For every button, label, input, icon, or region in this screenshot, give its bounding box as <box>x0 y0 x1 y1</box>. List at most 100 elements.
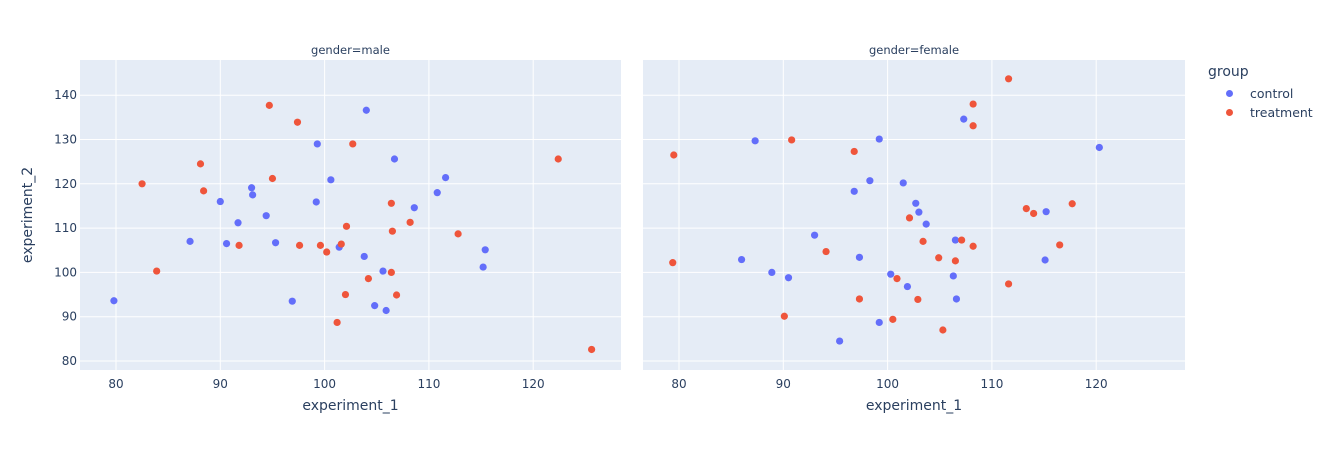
treatment-point[interactable] <box>669 259 677 267</box>
control-point[interactable] <box>249 191 257 199</box>
treatment-point[interactable] <box>822 247 830 256</box>
control-point[interactable] <box>441 173 450 182</box>
treatment-point[interactable] <box>333 318 341 327</box>
treatment-point[interactable] <box>387 199 395 207</box>
control-point[interactable] <box>288 297 296 305</box>
treatment-point[interactable] <box>1056 241 1064 249</box>
treatment-point[interactable] <box>1030 209 1038 218</box>
control-point[interactable] <box>1042 208 1050 216</box>
treatment-point[interactable] <box>951 257 959 265</box>
treatment-point[interactable] <box>235 241 243 249</box>
control-point[interactable] <box>327 176 335 184</box>
control-point[interactable] <box>216 197 224 206</box>
control-point[interactable] <box>875 135 883 143</box>
control-point[interactable] <box>855 253 864 261</box>
treatment-point[interactable] <box>293 118 302 126</box>
treatment-point[interactable] <box>454 230 462 238</box>
control-point[interactable] <box>866 177 874 185</box>
treatment-point[interactable] <box>935 254 943 262</box>
treatment-point[interactable] <box>388 227 396 235</box>
treatment-point[interactable] <box>406 218 414 226</box>
control-point[interactable] <box>875 318 883 327</box>
treatment-point[interactable] <box>1004 280 1013 288</box>
treatment-point[interactable] <box>349 140 357 148</box>
control-point[interactable] <box>784 274 793 282</box>
control-point[interactable] <box>362 106 370 114</box>
treatment-point[interactable] <box>914 295 922 304</box>
control-point[interactable] <box>313 140 321 148</box>
treatment-point[interactable] <box>153 267 161 275</box>
treatment-point[interactable] <box>554 155 562 163</box>
control-point[interactable] <box>899 179 907 187</box>
treatment-point[interactable] <box>958 236 966 244</box>
legend-item-control[interactable]: control <box>1208 84 1313 103</box>
treatment-point[interactable] <box>341 290 350 299</box>
treatment-point[interactable] <box>268 174 277 183</box>
control-point[interactable] <box>810 231 819 239</box>
legend-item-treatment[interactable]: treatment <box>1208 103 1313 122</box>
treatment-point[interactable] <box>337 240 345 248</box>
control-point[interactable] <box>410 204 418 212</box>
control-point[interactable] <box>922 220 930 228</box>
treatment-point[interactable] <box>588 345 596 354</box>
control-point[interactable] <box>1095 143 1103 152</box>
control-point[interactable] <box>960 115 968 123</box>
control-point[interactable] <box>479 263 487 271</box>
treatment-point[interactable] <box>342 222 351 230</box>
control-point[interactable] <box>912 199 920 207</box>
treatment-point[interactable] <box>788 136 796 144</box>
control-point[interactable] <box>433 189 441 197</box>
treatment-point[interactable] <box>905 214 914 222</box>
treatment-point[interactable] <box>969 242 977 250</box>
control-point[interactable] <box>110 297 118 305</box>
treatment-point[interactable] <box>138 180 146 188</box>
treatment-point[interactable] <box>1068 200 1076 208</box>
control-point[interactable] <box>382 306 390 315</box>
treatment-point[interactable] <box>364 275 373 283</box>
control-point[interactable] <box>271 239 280 247</box>
control-point[interactable] <box>887 270 895 278</box>
treatment-point[interactable] <box>316 241 325 249</box>
control-point[interactable] <box>903 282 912 291</box>
control-point[interactable] <box>850 187 858 195</box>
control-point[interactable] <box>737 255 746 264</box>
control-point[interactable] <box>262 212 270 220</box>
treatment-point[interactable] <box>196 160 205 168</box>
control-point[interactable] <box>222 240 231 248</box>
treatment-point[interactable] <box>893 275 901 283</box>
control-point[interactable] <box>390 155 399 163</box>
treatment-point[interactable] <box>939 326 947 334</box>
control-point[interactable] <box>481 246 489 254</box>
treatment-point[interactable] <box>919 237 927 245</box>
treatment-point[interactable] <box>969 122 977 130</box>
treatment-point[interactable] <box>850 147 858 156</box>
control-point[interactable] <box>360 252 368 261</box>
treatment-point[interactable] <box>780 312 788 320</box>
control-point[interactable] <box>768 268 776 276</box>
treatment-point[interactable] <box>387 268 395 276</box>
control-point[interactable] <box>915 208 923 216</box>
control-point[interactable] <box>952 295 961 303</box>
control-point[interactable] <box>1041 256 1049 264</box>
treatment-point[interactable] <box>670 151 678 159</box>
control-point[interactable] <box>247 184 256 192</box>
control-point[interactable] <box>836 337 844 345</box>
control-point[interactable] <box>234 219 242 227</box>
control-point[interactable] <box>371 302 379 310</box>
treatment-point[interactable] <box>392 291 401 299</box>
treatment-point[interactable] <box>323 248 331 256</box>
control-point[interactable] <box>186 237 194 245</box>
control-point[interactable] <box>751 137 759 145</box>
treatment-point[interactable] <box>1004 75 1013 83</box>
control-point[interactable] <box>312 198 320 206</box>
treatment-point[interactable] <box>265 101 273 109</box>
treatment-point[interactable] <box>295 241 304 249</box>
treatment-point[interactable] <box>889 315 897 323</box>
treatment-point[interactable] <box>200 187 208 195</box>
control-point[interactable] <box>951 236 959 244</box>
treatment-point[interactable] <box>1022 205 1030 213</box>
control-point[interactable] <box>949 272 957 280</box>
treatment-point[interactable] <box>969 100 977 108</box>
control-point[interactable] <box>379 267 387 275</box>
treatment-point[interactable] <box>855 295 864 303</box>
